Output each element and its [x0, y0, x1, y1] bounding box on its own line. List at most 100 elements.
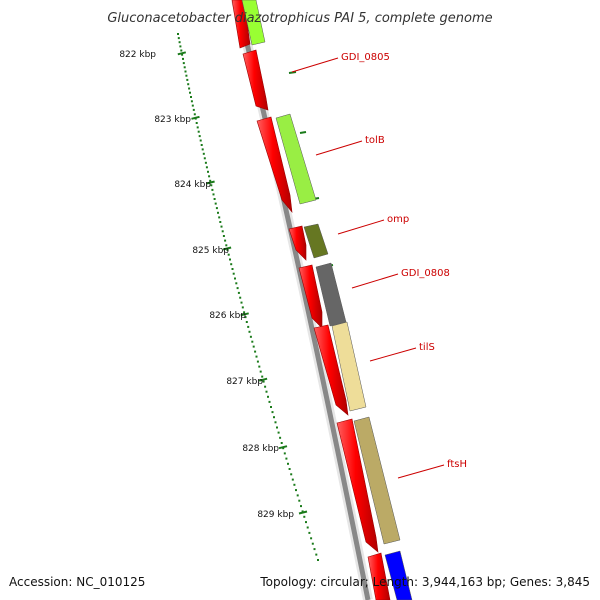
ruler-dot — [187, 83, 190, 86]
ruler-dot — [276, 426, 278, 429]
ruler-dot — [317, 559, 319, 561]
ruler-dot — [205, 166, 208, 169]
ruler-dot — [192, 108, 195, 111]
ruler-dot — [303, 515, 306, 518]
cds-arrow[interactable] — [313, 324, 349, 416]
gene-feature-GDI_0808[interactable] — [315, 262, 347, 327]
gene-label-GDI_0805[interactable]: GDI_0805 — [341, 52, 390, 63]
ruler-dot — [295, 489, 297, 492]
ruler-major-tick — [258, 377, 268, 382]
ruler-dot — [215, 207, 218, 210]
ruler-major-tick — [177, 51, 187, 56]
ruler-label: 822 kbp — [119, 50, 156, 60]
ruler-major-ticks — [177, 51, 308, 515]
ruler-dot — [268, 400, 271, 403]
ruler-dot — [211, 188, 214, 191]
gene-feature-top[interactable] — [241, 0, 266, 46]
cds-arrow[interactable] — [242, 49, 269, 111]
ruler-dot — [305, 521, 307, 524]
ruler-dot — [226, 249, 229, 251]
gene-label-tolB[interactable]: tolB — [365, 135, 385, 146]
ruler-labels: 822 kbp 823 kbp 824 kbp 825 kbp 826 kbp … — [119, 50, 294, 520]
ruler-dot — [227, 253, 230, 256]
ruler-dot — [270, 406, 272, 408]
ruler-dot — [219, 221, 222, 223]
ruler-dot — [267, 395, 269, 398]
gene-label-tilS[interactable]: tilS — [419, 342, 435, 353]
ruler-dot — [293, 483, 296, 486]
ruler-dot — [231, 268, 234, 270]
cds-arrow[interactable] — [367, 552, 391, 600]
ruler-dot — [212, 193, 215, 196]
ruler-dot — [283, 452, 286, 455]
ruler-dots — [177, 33, 319, 561]
ruler-dot — [241, 306, 244, 309]
cds-arrow[interactable] — [256, 116, 293, 213]
cds-arrow[interactable] — [336, 418, 379, 553]
gene-feature-blue[interactable] — [384, 550, 413, 600]
ruler-dot — [199, 139, 202, 142]
ruler-dot — [190, 100, 193, 103]
ruler-dot — [291, 478, 294, 481]
cds-strand-inner — [231, 0, 391, 600]
gene-label-ftsH[interactable]: ftsH — [447, 459, 467, 470]
ruler-dot — [308, 531, 311, 534]
ruler-dot — [235, 282, 238, 285]
ruler-dot — [236, 287, 239, 290]
ruler-major-tick — [206, 180, 215, 185]
ruler-dot — [262, 380, 265, 383]
ruler-dot — [310, 537, 313, 540]
ruler-dot — [189, 91, 191, 94]
cds-arrow[interactable] — [288, 225, 307, 261]
ruler-dot — [185, 74, 188, 77]
ruler-dot — [177, 33, 179, 35]
ruler-dot — [243, 311, 246, 314]
leader-line — [351, 273, 399, 289]
gene-label-omp[interactable]: omp — [387, 214, 409, 225]
ruler-dot — [232, 272, 235, 275]
ruler-dot — [264, 385, 267, 388]
ruler-dot — [195, 122, 198, 124]
ruler-dot — [249, 335, 252, 338]
ruler-dot — [190, 96, 192, 98]
ruler-dot — [201, 148, 204, 151]
ruler-dot — [296, 494, 299, 497]
ruler-major-tick — [240, 312, 249, 317]
ruler-dot — [239, 296, 242, 299]
ruler-dot — [177, 37, 180, 40]
ruler-dot — [188, 87, 191, 90]
gene-feature-omp[interactable] — [303, 223, 329, 259]
ruler-dot — [252, 345, 255, 348]
ruler-major-tick — [191, 115, 200, 120]
ruler-dot — [300, 505, 302, 508]
ruler-dot — [265, 390, 268, 393]
gene-feature-tilS[interactable] — [331, 321, 367, 412]
ruler-dot — [315, 553, 318, 556]
ruler-dot — [182, 62, 185, 65]
ruler-dot — [237, 291, 240, 294]
gene-label-GDI_0808[interactable]: GDI_0808 — [401, 268, 450, 279]
ruler-dot — [218, 216, 221, 219]
ruler-dot — [277, 431, 280, 434]
ruler-dot — [221, 230, 224, 233]
ruler-dot — [282, 447, 285, 450]
ruler-dot — [222, 235, 225, 237]
ruler-dot — [261, 375, 264, 378]
ruler-dot — [313, 548, 316, 551]
ruler-dot — [209, 179, 212, 182]
ruler-dot — [290, 473, 293, 476]
leader-line — [369, 347, 417, 362]
gene-feature-tolB[interactable] — [275, 113, 317, 205]
tick — [288, 71, 297, 74]
ruler-dot — [197, 130, 200, 133]
ruler-dot — [224, 239, 227, 242]
ruler-dot — [200, 144, 203, 146]
ruler-dot — [180, 49, 183, 52]
ruler-dot — [255, 355, 258, 358]
ruler-dot — [273, 416, 275, 419]
ruler-dot — [193, 113, 196, 116]
ruler-dot — [181, 53, 184, 56]
cds-arrow[interactable] — [298, 264, 323, 329]
gene-feature-ftsH[interactable] — [353, 416, 401, 545]
ruler-dot — [230, 263, 233, 266]
